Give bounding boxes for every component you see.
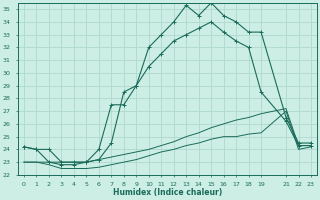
X-axis label: Humidex (Indice chaleur): Humidex (Indice chaleur) (113, 188, 222, 197)
